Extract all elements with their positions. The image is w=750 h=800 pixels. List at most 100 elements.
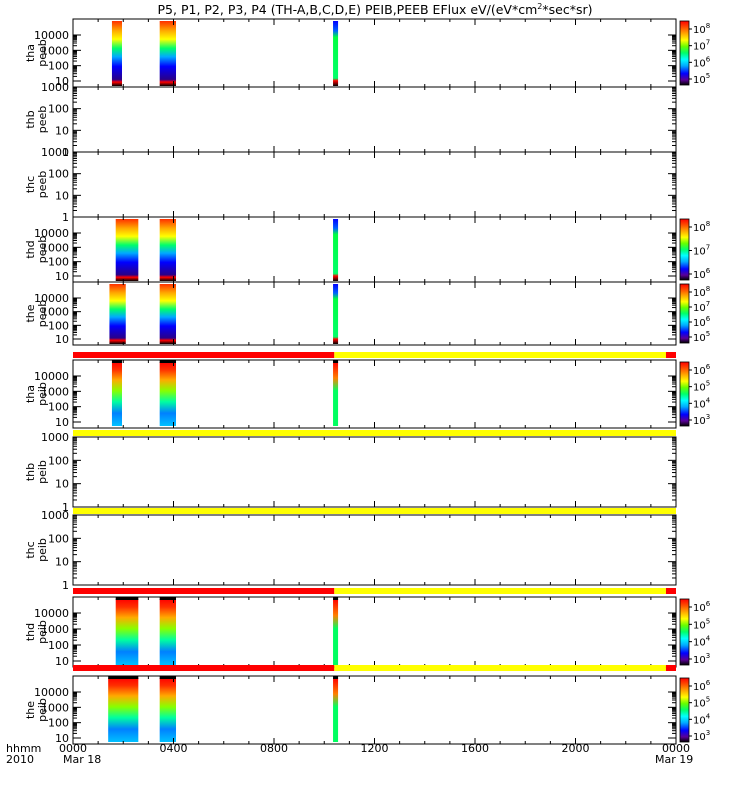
colorbar-tick-label: 107 (693, 244, 710, 258)
y-tick-label: 1 (62, 211, 69, 224)
data-interval-cap (115, 597, 139, 600)
y-axis-label-probe: thc (24, 176, 37, 193)
data-interval (159, 284, 177, 344)
colorbar (679, 677, 690, 743)
colorbar (679, 283, 690, 344)
y-tick-label: 1000 (41, 623, 69, 636)
colorbar-tick-exp: 7 (706, 39, 710, 47)
y-tick-label: 10 (55, 333, 69, 346)
data-interval (333, 599, 339, 665)
panel-thc-peib: 1 10 100 1000 thc peib (24, 508, 677, 592)
y-axis-label-instrument: peeb (36, 39, 49, 67)
time-tick-label: 2000 (562, 742, 590, 755)
data-interval (333, 284, 339, 344)
data-interval (111, 21, 122, 86)
flag-segment (73, 665, 335, 671)
y-tick-label: 1 (62, 579, 69, 592)
colorbar-tick-label: 103 (693, 413, 710, 427)
date-label-end: Mar 19 (655, 753, 693, 766)
y-axis-label-probe: the (24, 701, 37, 719)
title-tail: *sec*sr) (542, 2, 592, 17)
data-interval (333, 678, 339, 742)
flag-segment (334, 352, 666, 358)
data-interval (159, 219, 177, 281)
y-axis-label-instrument: peeb (36, 300, 49, 328)
colorbar (679, 598, 690, 666)
colorbar-tick-exp: 5 (706, 380, 710, 388)
data-interval (109, 284, 126, 344)
y-axis-label-probe: tha (24, 385, 37, 403)
data-interval (159, 599, 177, 665)
data-interval (333, 219, 339, 281)
colorbar (679, 361, 690, 427)
panel-thb-peeb: 1 10 100 1000 thb peeb (24, 81, 677, 159)
data-interval-cap (159, 676, 177, 679)
y-tick-label: 10000 (34, 686, 69, 699)
colorbar-tick-label: 103 (693, 652, 710, 666)
colorbar-tick-label: 105 (693, 617, 710, 631)
colorbar-tick-label: 108 (693, 22, 710, 36)
data-interval (115, 599, 139, 665)
colorbar-tick-label: 106 (693, 679, 711, 693)
y-axis-label-instrument: peib (36, 620, 49, 644)
colorbar-tick-exp: 4 (706, 396, 711, 404)
y-tick-label: 10 (55, 75, 69, 88)
data-interval (111, 362, 122, 426)
time-tick-label: 0400 (160, 742, 188, 755)
data-interval (333, 21, 339, 86)
y-tick-label: 1000 (41, 385, 69, 398)
y-axis-label-instrument: peeb (36, 171, 49, 199)
colorbar-tick-exp: 8 (706, 22, 710, 30)
y-axis-label-probe: thd (24, 623, 37, 641)
y-tick-label: 10 (55, 270, 69, 283)
figure-title: P5, P1, P2, P3, P4 (TH-A,B,C,D,E) PEIB,P… (158, 2, 593, 17)
y-axis-label-instrument: peib (36, 538, 49, 562)
panel-tha-peib: 10 100 1000 10000 tha peib 103 104 105 106 (24, 352, 711, 429)
flag-segment (334, 588, 666, 594)
colorbar-tick-label: 107 (693, 39, 710, 53)
y-tick-label: 1000 (41, 81, 69, 94)
colorbar-tick-label: 104 (693, 396, 711, 410)
colorbar (679, 20, 690, 86)
y-tick-label: 10 (55, 189, 69, 202)
colorbar-tick-exp: 3 (706, 413, 710, 421)
colorbar-tick-label: 104 (693, 712, 711, 726)
y-tick-label: 1000 (41, 306, 69, 319)
colorbar-tick-label: 107 (693, 300, 710, 314)
title-main: P5, P1, P2, P3, P4 (TH-A,B,C,D,E) PEIB,P… (158, 2, 538, 17)
colorbar-tick-exp: 4 (706, 712, 711, 720)
flag-segment (73, 352, 335, 358)
flag-segment (665, 352, 676, 358)
y-axis-label-instrument: peib (36, 460, 49, 484)
colorbar-tick-exp: 3 (706, 652, 710, 660)
y-axis-label-probe: thc (24, 541, 37, 558)
y-tick-label: 100 (48, 454, 69, 467)
y-tick-label: 10 (55, 556, 69, 569)
colorbar-tick-label: 108 (693, 220, 710, 234)
data-interval-cap (111, 360, 122, 363)
data-interval (159, 678, 177, 742)
time-tick-label: 0800 (260, 742, 288, 755)
time-tick-label: 1600 (461, 742, 489, 755)
y-tick-label: 1000 (41, 431, 69, 444)
y-tick-label: 1000 (41, 44, 69, 57)
colorbar-tick-label: 105 (693, 380, 710, 394)
colorbar-tick-exp: 6 (706, 267, 711, 275)
colorbar-tick-exp: 6 (706, 600, 711, 608)
y-tick-label: 100 (48, 319, 69, 332)
y-tick-label: 1000 (41, 241, 69, 254)
data-interval-cap (333, 597, 339, 600)
y-tick-label: 10000 (34, 607, 69, 620)
colorbar-tick-exp: 5 (706, 72, 710, 80)
colorbar-tick-label: 106 (693, 55, 711, 69)
panel-thd-peib: 10 100 1000 10000 thd peib 103 104 105 106 (24, 588, 711, 668)
colorbar-tick-exp: 6 (706, 55, 711, 63)
y-tick-label: 100 (48, 717, 69, 730)
data-interval-cap (159, 597, 177, 600)
y-axis-label-probe: thd (24, 240, 37, 258)
time-axis: hhmm 2010 0000 0400 0800 1200 1600 2000 0000 M… (6, 742, 693, 766)
flag-segment (665, 588, 676, 594)
colorbar-tick-label: 105 (693, 330, 710, 344)
colorbar-tick-exp: 6 (706, 315, 711, 323)
